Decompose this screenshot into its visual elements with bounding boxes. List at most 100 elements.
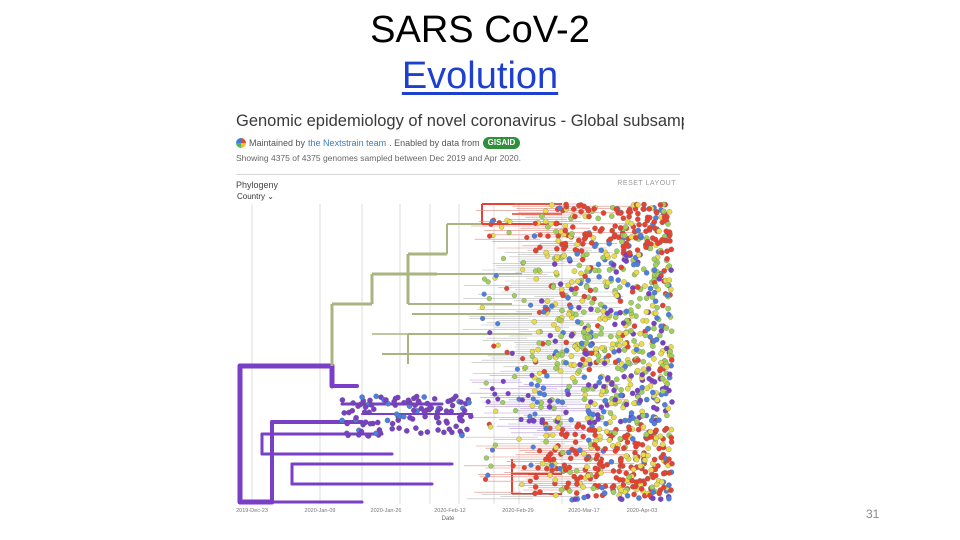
tree-tip [489,386,495,392]
tree-tip [631,338,637,344]
tree-tip [644,238,651,245]
tree-tip [510,463,516,469]
tree-tip [647,285,654,292]
tree-tip [642,332,649,339]
tree-tip [618,458,624,465]
tree-tip [577,361,583,368]
color-by-value: Country [237,192,266,201]
tree-tip [631,400,637,407]
tree-tip [656,228,662,234]
tree-tip [612,430,618,436]
tree-tip [535,329,541,335]
tree-tip [616,342,623,349]
team-link[interactable]: the Nextstrain team [308,138,387,148]
tree-tip [529,372,535,378]
tree-tip [661,470,667,476]
tree-tip [601,360,608,366]
gisaid-logo[interactable]: GISAID [482,137,521,149]
tree-tip [598,404,605,410]
tree-tip [578,340,585,347]
tree-tip [528,302,534,308]
tree-tip [608,307,614,314]
tree-tip [640,424,647,430]
tree-tip [655,463,661,469]
tree-tip [579,256,586,263]
tree-tip [597,433,603,440]
tree-tip [530,396,536,402]
tree-tip [660,340,666,346]
tree-tip [621,279,627,285]
tree-tip [626,474,632,480]
tree-tip [614,248,620,254]
tree-tip [578,208,584,215]
tree-tip [575,421,582,428]
tree-tip [631,323,638,329]
color-by-select[interactable]: Country ⌄ [237,192,274,201]
tree-tip [635,216,641,222]
tree-tip [583,340,590,346]
tree-tip [637,478,643,484]
tree-tip [586,357,592,363]
tree-tip [576,202,582,209]
tree-tip [604,461,610,468]
slide-subtitle-link[interactable]: Evolution [401,55,559,97]
tree-tip [573,490,580,496]
tree-tip [554,246,560,252]
tree-tip [535,346,541,353]
tree-tip [373,430,379,437]
tree-tip [523,365,529,371]
tree-tip [362,404,369,410]
tree-tip [565,391,571,398]
reset-layout-button[interactable]: RESET LAYOUT [617,180,676,187]
tree-tip [588,350,595,356]
tree-tip [561,462,568,468]
tree-tip [393,411,400,417]
tree-tip [666,470,672,476]
tree-tip [537,448,543,454]
tree-tip [651,219,658,225]
tree-tip [621,445,627,451]
tree-tip [594,307,601,314]
tree-tip [615,365,621,371]
tree-tip [632,440,638,446]
tree-tip [666,209,673,215]
tree-tip [555,424,562,431]
tree-tip [617,495,624,502]
tree-tip [532,484,539,490]
tree-tip [567,469,573,475]
tree-tip [587,287,594,294]
tree-tip [653,209,660,216]
tree-tip [629,477,635,484]
phylogeny-tree[interactable]: 2019-Dec-23 2020-Jan-09 2020-Jan-26 2020-Fe… [232,104,684,524]
tree-tip [572,213,578,220]
tree-tip [512,373,518,380]
tree-tip [537,390,543,396]
tree-tip [554,326,561,332]
tree-tip [533,247,539,253]
tree-tip [532,220,538,226]
tree-tip [590,485,597,492]
tree-tip [658,328,665,334]
tree-tip [579,298,586,304]
tree-tip [539,420,545,426]
tree-tip [566,449,572,456]
tree-tip [509,350,515,356]
tree-tip [638,341,645,347]
tree-tip [367,420,374,427]
tree-tip [618,264,625,271]
enabled-text: . Enabled by data from [389,138,480,148]
tree-tip [362,419,369,425]
tree-tip [623,470,629,477]
tree-tip [654,397,660,403]
tree-tip [637,295,643,302]
tree-tip [656,417,662,423]
tree-tip [568,353,575,360]
tree-tip [550,284,557,290]
tree-tip [640,206,646,212]
tree-tip [650,371,656,377]
tree-tip [625,360,632,366]
tree-tip [542,218,549,225]
tree-tip [555,415,562,421]
tree-tip [617,284,623,290]
tree-tip [444,420,450,426]
